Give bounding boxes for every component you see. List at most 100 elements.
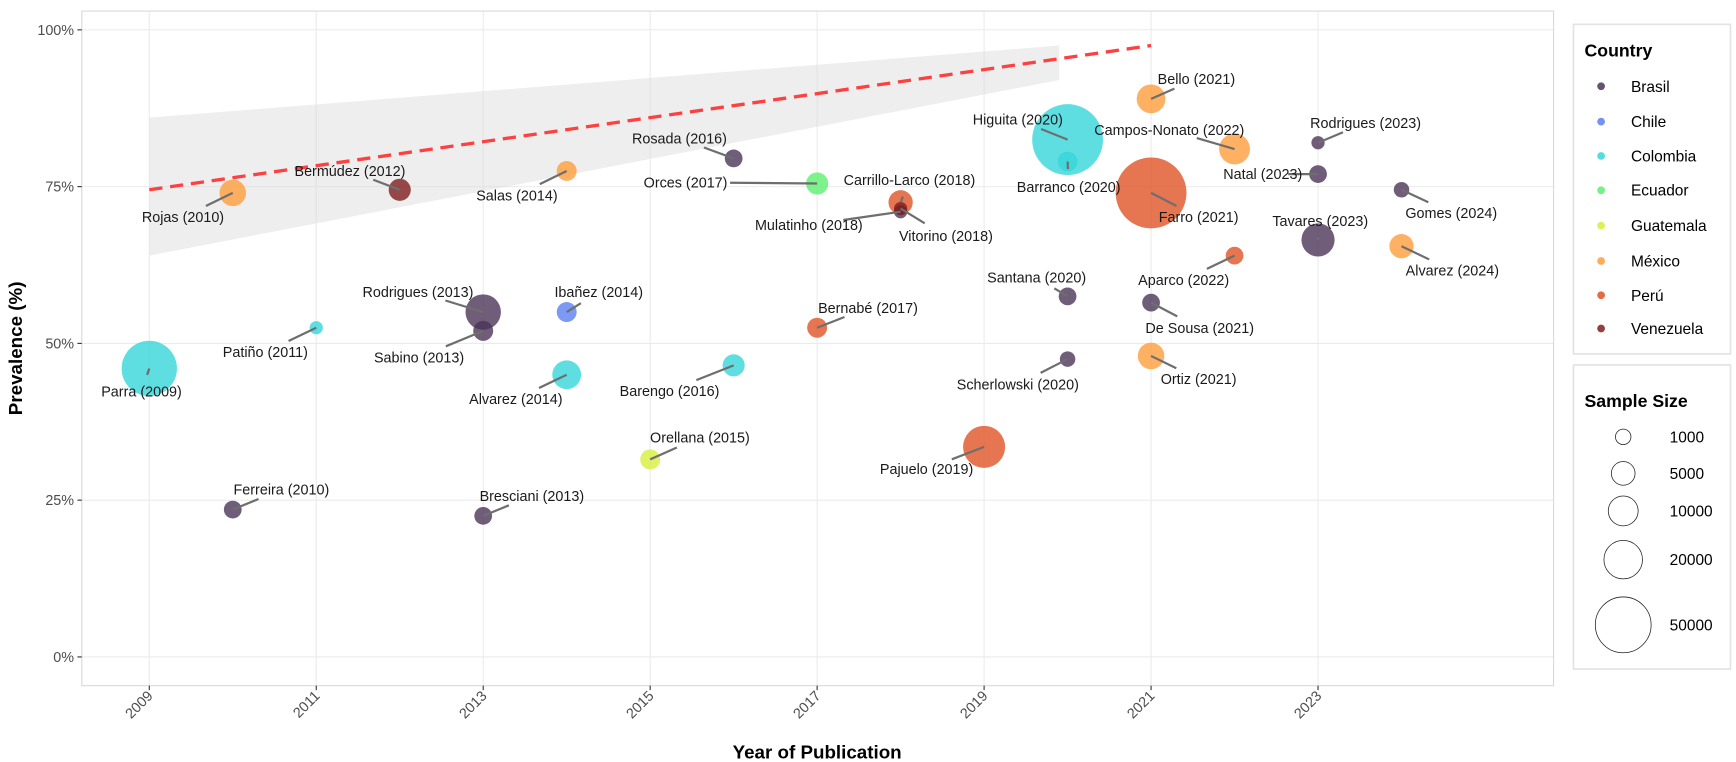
point-label: Vitorino (2018) bbox=[899, 229, 993, 245]
point-label: Rodrigues (2013) bbox=[362, 285, 473, 301]
point-label: Gomes (2024) bbox=[1405, 206, 1497, 222]
label-segment bbox=[899, 196, 904, 203]
point-label: Rosada (2016) bbox=[632, 131, 727, 147]
legend-dot-perú bbox=[1597, 291, 1605, 300]
label-segment bbox=[1317, 131, 1344, 144]
point-label: Bello (2021) bbox=[1158, 72, 1235, 88]
label-segment bbox=[232, 498, 259, 511]
label-segment bbox=[649, 446, 678, 461]
label-segment bbox=[730, 181, 818, 185]
data-point bbox=[1309, 165, 1327, 183]
country-legend-title: Country bbox=[1585, 40, 1653, 60]
y-tick-label: 100% bbox=[37, 23, 74, 39]
point-label: Rojas (2010) bbox=[142, 210, 224, 226]
legend-dot-guatemala bbox=[1597, 221, 1605, 230]
country-legend: Country Brasil Chile Colombia Ecuador Guatem… bbox=[1572, 23, 1732, 355]
legend-dot-brasil bbox=[1597, 82, 1605, 91]
x-tick-label: 2017 bbox=[790, 688, 824, 722]
label-segment bbox=[566, 302, 582, 313]
x-tick-label: 2009 bbox=[123, 688, 157, 722]
label-segment bbox=[900, 207, 926, 225]
data-point bbox=[1057, 151, 1078, 172]
point-label: Campos-Nonato (2022) bbox=[1094, 123, 1244, 139]
label-segment bbox=[1053, 287, 1069, 298]
x-tick-label: 2023 bbox=[1291, 688, 1325, 722]
data-point bbox=[722, 354, 745, 377]
x-tick-label: 2011 bbox=[290, 688, 323, 721]
point-label: Mulatinho (2018) bbox=[755, 218, 863, 234]
label-segment bbox=[1040, 127, 1068, 141]
label-segment bbox=[445, 329, 484, 348]
point-label: Patiño (2011) bbox=[223, 345, 308, 361]
point-label: Carrillo-Larco (2018) bbox=[844, 173, 976, 189]
label-segment bbox=[288, 326, 317, 342]
size-legend-circle bbox=[1594, 596, 1652, 654]
label-segment bbox=[695, 364, 735, 382]
label-segment bbox=[1150, 87, 1175, 100]
label-segment bbox=[146, 368, 151, 376]
size-legend-label: 5000 bbox=[1670, 466, 1704, 483]
point-label: Orellana (2015) bbox=[650, 430, 750, 446]
size-legend-label: 20000 bbox=[1670, 552, 1713, 569]
point-label: Ortiz (2021) bbox=[1161, 372, 1237, 388]
data-point bbox=[1137, 342, 1165, 370]
grid-lines bbox=[81, 11, 1554, 686]
point-label: Ferreira (2010) bbox=[234, 483, 330, 499]
confidence-band-area bbox=[149, 45, 1060, 256]
point-label: Orces (2017) bbox=[644, 175, 728, 191]
point-label: Alvarez (2014) bbox=[469, 392, 562, 408]
label-segment bbox=[1401, 245, 1430, 261]
legend-dot-méxico bbox=[1597, 257, 1605, 265]
x-tick-label: 2019 bbox=[957, 688, 991, 722]
legend-dot-chile bbox=[1597, 117, 1605, 126]
point-label: Scherlowski (2020) bbox=[957, 377, 1079, 393]
legend-label: Venezuela bbox=[1631, 321, 1704, 338]
x-tick-label: 2021 bbox=[1124, 688, 1158, 722]
point-label: Tavares (2023) bbox=[1272, 214, 1368, 230]
point-label: Sabino (2013) bbox=[374, 350, 464, 366]
trend-line-path bbox=[149, 43, 1152, 192]
point-label: Parra (2009) bbox=[101, 385, 182, 401]
point-label: Salas (2014) bbox=[476, 188, 557, 204]
size-legend-title: Sample Size bbox=[1585, 391, 1688, 411]
label-segment bbox=[1150, 354, 1177, 370]
x-axis-title: Year of Publication bbox=[733, 742, 902, 762]
point-label: Pajuelo (2019) bbox=[880, 462, 973, 478]
legend-dot-venezuela bbox=[1597, 324, 1605, 333]
x-tick-label: 2015 bbox=[624, 688, 658, 722]
label-segment bbox=[539, 169, 568, 186]
point-label: Higuita (2020) bbox=[973, 113, 1063, 129]
data-point bbox=[473, 320, 494, 341]
data-point bbox=[474, 506, 493, 525]
label-segment bbox=[445, 299, 484, 314]
legend-dot-ecuador bbox=[1597, 186, 1605, 195]
label-segment bbox=[816, 315, 845, 329]
data-point bbox=[640, 449, 661, 470]
point-label: Rodrigues (2023) bbox=[1310, 116, 1421, 132]
label-segment bbox=[205, 191, 234, 208]
y-tick-label: 25% bbox=[45, 493, 74, 509]
label-segment bbox=[482, 504, 510, 517]
legend-dot-colombia bbox=[1597, 152, 1605, 160]
size-legend-circle bbox=[1607, 495, 1639, 527]
legend-label: Colombia bbox=[1631, 148, 1697, 165]
size-legend-label: 10000 bbox=[1670, 503, 1713, 520]
label-segment bbox=[951, 445, 985, 461]
point-label: Bresciani (2013) bbox=[480, 489, 585, 505]
label-segment bbox=[703, 146, 735, 160]
label-segment bbox=[1040, 358, 1069, 374]
legend-label: Guatemala bbox=[1631, 218, 1707, 235]
y-tick-label: 50% bbox=[45, 336, 74, 352]
trend-line bbox=[149, 43, 1152, 192]
data-point bbox=[724, 149, 743, 168]
label-segment bbox=[1150, 301, 1178, 318]
size-legend-circle bbox=[1603, 539, 1643, 580]
size-legend-label: 1000 bbox=[1670, 429, 1704, 446]
point-label: Alvarez (2024) bbox=[1406, 264, 1499, 280]
point-label: De Sousa (2021) bbox=[1145, 321, 1254, 337]
label-segment bbox=[1401, 188, 1429, 204]
point-label: Barengo (2016) bbox=[620, 384, 720, 400]
point-label: Aparco (2022) bbox=[1138, 273, 1229, 289]
legend-label: México bbox=[1631, 254, 1680, 271]
